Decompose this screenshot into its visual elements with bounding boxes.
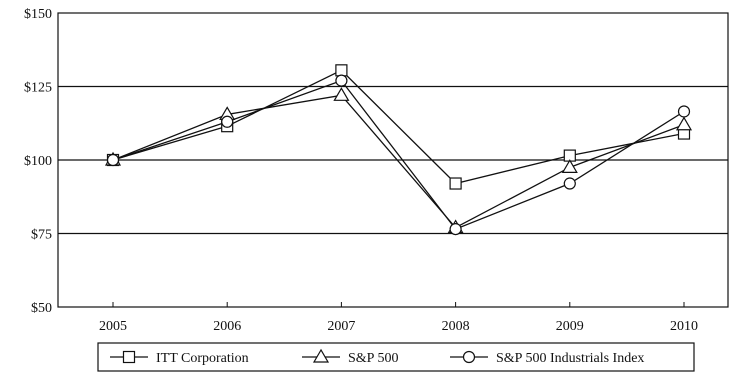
series-line-itt-corporation: [112, 69, 685, 185]
y-tick-label-150: $150: [24, 7, 52, 22]
x-tick-label-2005: 2005: [99, 319, 127, 334]
series-layer: [104, 64, 693, 236]
x-tick-label-2006: 2006: [213, 319, 241, 334]
legend-marker-s-p-500-industrials-index: [462, 350, 476, 364]
axis-layer: $50 $75 $100 $125 $150 2005 2006 2007 2008 2009 20…: [24, 7, 729, 334]
data-point-s-p-500-industrials-index-2009: [563, 177, 576, 190]
series-line-s-p-500: [112, 94, 685, 229]
series-line-s-p-500-industrials-index: [112, 79, 685, 230]
data-point-itt-corporation-2007: [335, 64, 348, 77]
data-point-s-p-500-industrials-index-2010: [677, 105, 691, 118]
data-point-itt-corporation-2008: [449, 177, 462, 190]
y-tick-label-125: $125: [24, 81, 52, 96]
data-point-s-p-500-2009: [561, 159, 578, 173]
data-point-s-p-500-2007: [333, 87, 350, 101]
legend-label-s-p-500: S&P 500: [348, 351, 398, 366]
legend-label-itt-corporation: ITT Corporation: [156, 351, 249, 366]
legend: ITT Corporation S&P 500 S&P 500 Industrial…: [97, 342, 695, 372]
data-point-s-p-500-industrials-index-2007: [335, 74, 348, 87]
y-tick-label-100: $100: [24, 154, 52, 169]
y-tick-label-50: $50: [31, 301, 52, 316]
y-tick-label-75: $75: [31, 228, 52, 243]
data-point-s-p-500-2010: [675, 116, 693, 131]
x-tick-label-2008: 2008: [442, 319, 470, 334]
data-point-s-p-500-industrials-index-2005: [106, 153, 120, 167]
legend-marker-itt-corporation: [122, 350, 136, 364]
data-point-s-p-500-industrials-index-2008: [449, 222, 462, 236]
x-tick-label-2009: 2009: [556, 319, 584, 334]
x-tick-label-2010: 2010: [670, 319, 698, 334]
legend-label-s-p-500-industrials-index: S&P 500 Industrials Index: [496, 351, 644, 366]
grid-layer: [58, 85, 728, 235]
data-point-s-p-500-industrials-index-2006: [221, 115, 234, 128]
legend-marker-s-p-500: [312, 348, 330, 363]
x-tick-label-2007: 2007: [327, 319, 355, 334]
plot-frame: [57, 12, 729, 308]
legend-box: [97, 342, 695, 372]
